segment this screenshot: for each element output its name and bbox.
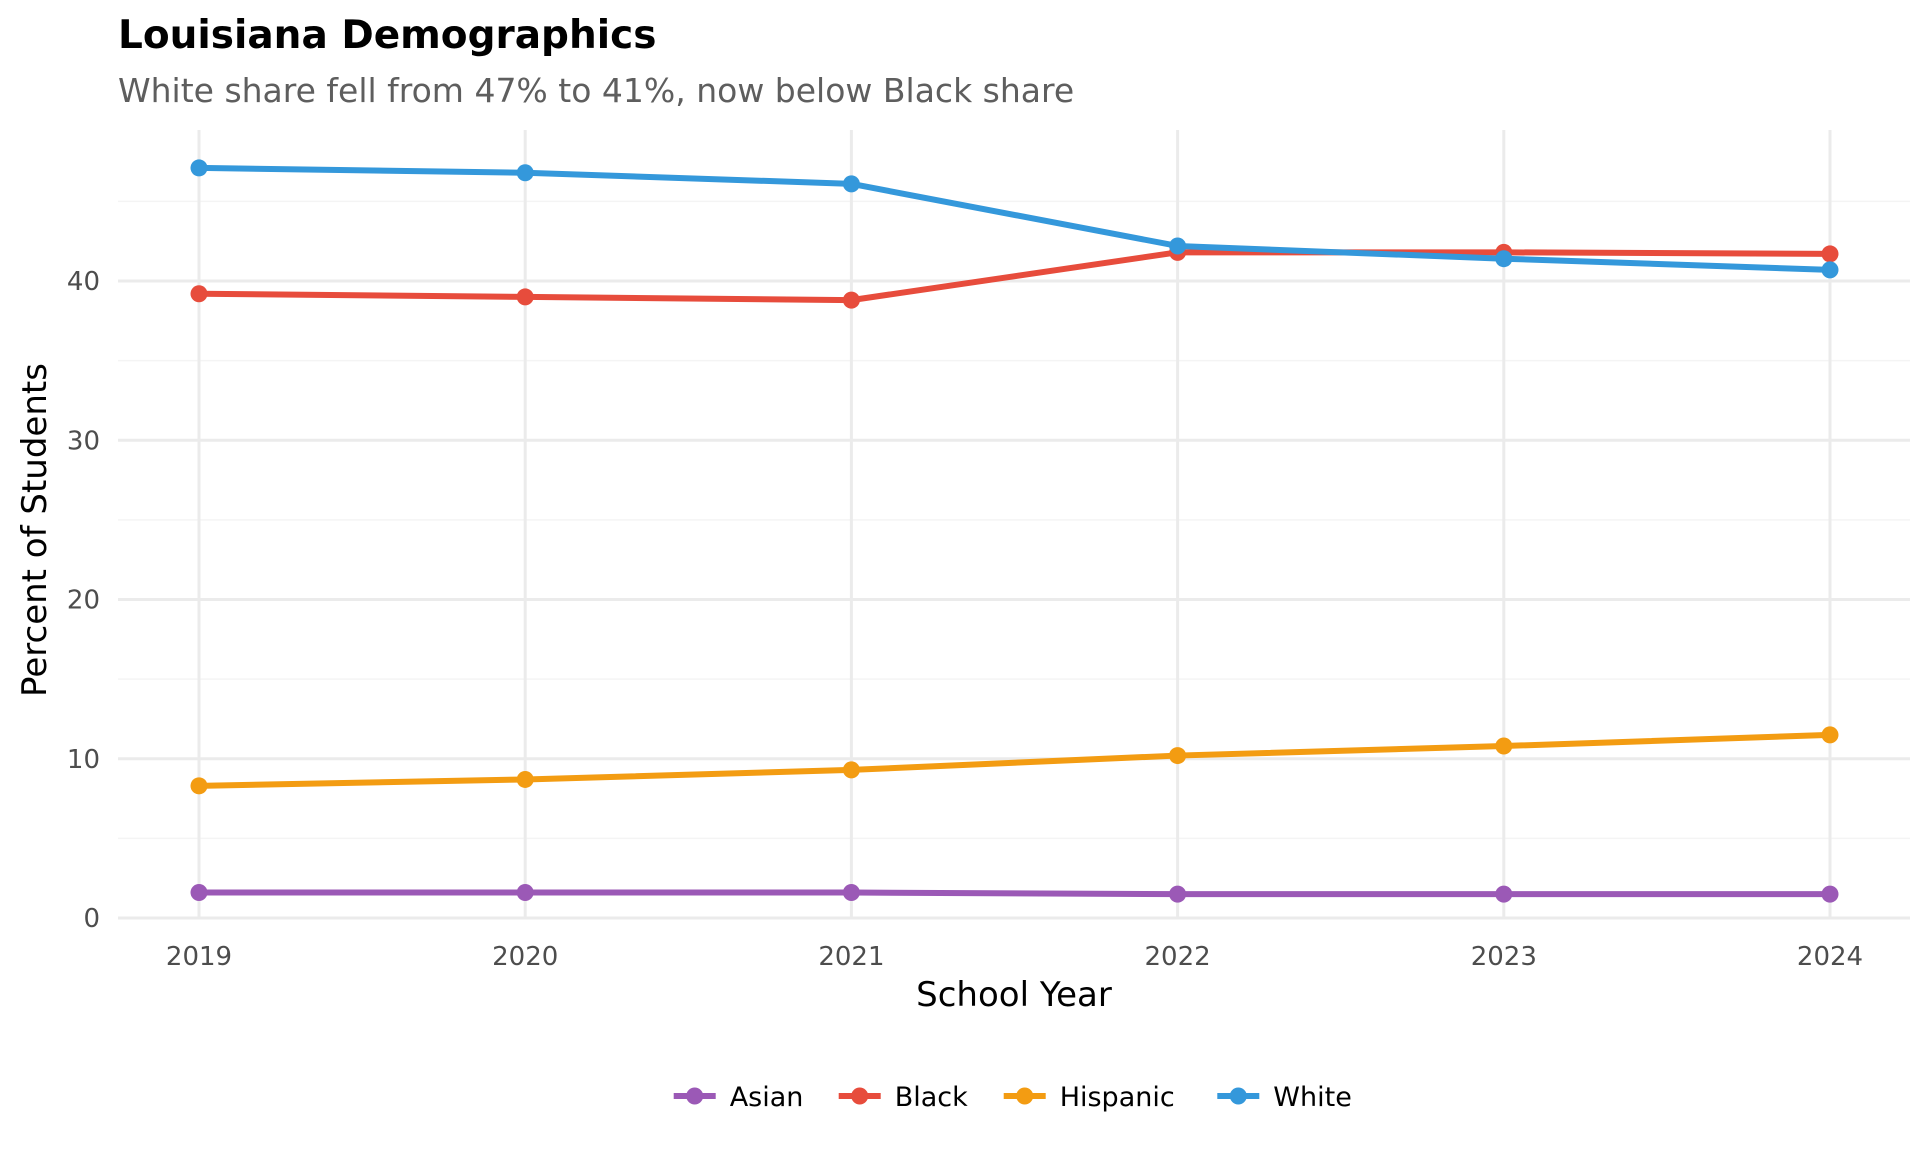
y-tick-label: 30 [67, 426, 100, 456]
series-black [190, 243, 1839, 309]
chart-title: Louisiana Demographics [118, 13, 656, 58]
x-axis-title: School Year [916, 975, 1112, 1015]
series-line-black [196, 249, 1833, 304]
y-tick-label: 10 [67, 745, 100, 775]
data-point-black [1821, 245, 1839, 263]
y-tick-label: 0 [83, 904, 100, 934]
x-tick-label: 2020 [492, 942, 558, 972]
series-line-white [196, 164, 1833, 273]
data-point-hispanic [1169, 747, 1187, 765]
x-tick-label: 2019 [166, 942, 232, 972]
legend-label: Black [895, 1082, 968, 1113]
legend-item-black: Black [838, 1082, 968, 1113]
series-line-asian [196, 889, 1833, 898]
x-tick-label: 2022 [1145, 942, 1211, 972]
legend-item-asian: Asian [673, 1082, 804, 1113]
data-point-asian [516, 884, 534, 902]
data-point-hispanic [516, 770, 534, 788]
legend-label: Asian [730, 1082, 804, 1113]
data-point-black [516, 288, 534, 306]
legend-key-dot [851, 1087, 869, 1105]
data-point-asian [190, 884, 208, 902]
y-axis-title: Percent of Students [15, 363, 55, 697]
series-line-hispanic [196, 731, 1833, 789]
series-lines [190, 159, 1839, 903]
x-tick-label: 2023 [1471, 942, 1537, 972]
x-axis-ticks: 2019 2020 2021 2022 2023 2024 [166, 942, 1863, 972]
legend-item-white: White [1217, 1082, 1352, 1113]
data-point-white [1495, 250, 1513, 268]
series-asian [190, 884, 1839, 903]
legend-key-dot [1229, 1087, 1247, 1105]
series-white [190, 159, 1839, 279]
y-tick-label: 40 [67, 267, 100, 297]
series-hispanic [190, 726, 1839, 795]
legend-label: White [1273, 1082, 1352, 1113]
x-tick-label: 2021 [818, 942, 884, 972]
data-point-white [190, 159, 208, 177]
data-point-hispanic [842, 761, 860, 779]
data-point-white [842, 175, 860, 193]
legend-item-hispanic: Hispanic [1003, 1082, 1175, 1113]
data-point-hispanic [1821, 726, 1839, 744]
data-point-black [842, 291, 860, 309]
legend: Asian Black Hispanic White [673, 1082, 1352, 1113]
data-point-asian [842, 884, 860, 902]
chart-subtitle: White share fell from 47% to 41%, now be… [118, 71, 1074, 110]
data-point-asian [1821, 885, 1839, 903]
y-axis-ticks: 0 10 20 30 40 [67, 267, 100, 934]
data-point-asian [1495, 885, 1513, 903]
gridlines [118, 130, 1910, 920]
y-tick-label: 20 [67, 586, 100, 616]
legend-label: Hispanic [1060, 1082, 1175, 1113]
data-point-hispanic [1495, 737, 1513, 755]
data-point-hispanic [190, 777, 208, 795]
data-point-white [1169, 237, 1187, 255]
data-point-asian [1169, 885, 1187, 903]
data-point-white [516, 164, 534, 182]
x-tick-label: 2024 [1797, 942, 1863, 972]
data-point-white [1821, 261, 1839, 279]
legend-key-dot [1016, 1087, 1034, 1105]
legend-key-dot [686, 1087, 704, 1105]
data-point-black [190, 285, 208, 303]
